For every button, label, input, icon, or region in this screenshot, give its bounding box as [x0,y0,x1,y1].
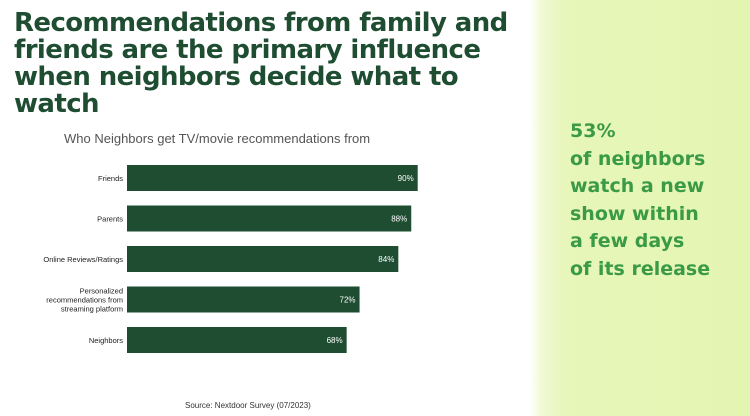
bar [127,205,412,232]
chart-title: Who Neighbors get TV/movie recommendatio… [64,131,371,146]
bar-chart: 90% Friends 88% Parents 84% Online Reviews/Ra… [43,165,418,353]
stat-line: 53% [570,120,616,142]
stat-line: of neighbors [570,147,706,170]
headline: Recommendations from family and friends … [14,10,514,118]
bar-value-label: 88% [391,215,407,224]
stat-line: show within [570,202,699,225]
bar-value-label: 90% [398,174,414,183]
bar [127,246,399,272]
headline-line: friends are the primary influence [14,35,481,65]
headline-line: when neighbors decide what to watch [14,62,459,119]
bar [127,286,360,313]
category-label: Parents [97,215,123,224]
stat-panel: 53% of neighbors watch a new show within… [530,0,750,416]
category-label: Personalized recommendations from streamin… [46,287,123,314]
stat-line: a few days [570,230,685,252]
bar-value-label: 84% [378,255,394,264]
stat-line: watch a new [570,175,705,197]
category-label: Online Reviews/Ratings [43,255,123,264]
headline-line: Recommendations from family and [14,8,508,38]
category-label: Neighbors [89,336,123,345]
bar-value-label: 72% [340,296,356,305]
bar-value-label: 68% [327,336,343,345]
stat-callout: 53% of neighbors watch a new show within… [570,118,740,283]
bar [127,165,418,191]
source-note: Source: Nextdoor Survey (07/2023) [185,401,311,410]
bar [127,327,347,353]
stat-line: of its release [570,257,711,280]
category-label: Friends [98,174,123,183]
